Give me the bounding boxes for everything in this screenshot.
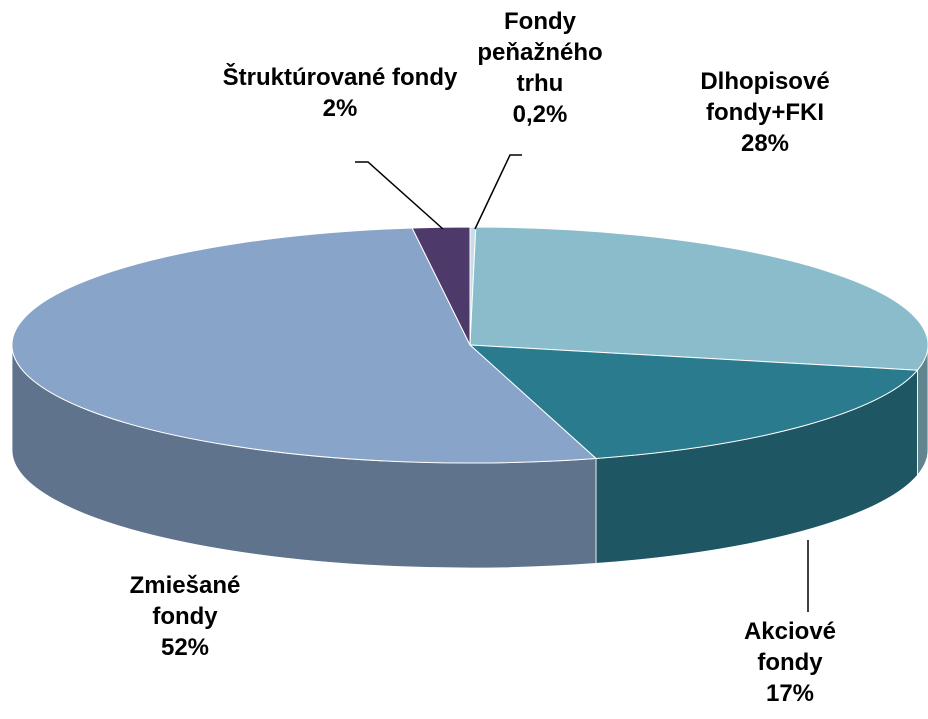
value-label: 52%	[160, 634, 210, 661]
value-label: 28%	[740, 130, 790, 157]
category-label: Fondy peňažného trhu	[477, 8, 603, 97]
value-label: 0,2%	[512, 101, 568, 128]
slice-label: Akciové fondy 17%	[715, 616, 865, 709]
tops	[11, 226, 928, 464]
slice-label: Zmiešané fondy 52%	[110, 570, 260, 663]
category-label: Štruktúrované fondy	[222, 64, 458, 91]
slice-label: Dlhopisové fondy+FKI 28%	[665, 66, 865, 159]
value-label: 17%	[765, 680, 815, 707]
slice-label: Štruktúrované fondy 2%	[220, 62, 460, 124]
leader-line	[355, 161, 444, 230]
value-label: 2%	[322, 95, 358, 122]
leader-line	[474, 154, 522, 230]
sides	[11, 344, 928, 569]
slice	[468, 344, 919, 459]
slice	[11, 227, 598, 464]
category-label: Zmiešané fondy	[129, 572, 241, 630]
category-label: Akciové fondy	[743, 618, 837, 676]
slice-label: Fondy peňažného trhu 0,2%	[473, 6, 608, 130]
category-label: Dlhopisové fondy+FKI	[700, 68, 830, 126]
